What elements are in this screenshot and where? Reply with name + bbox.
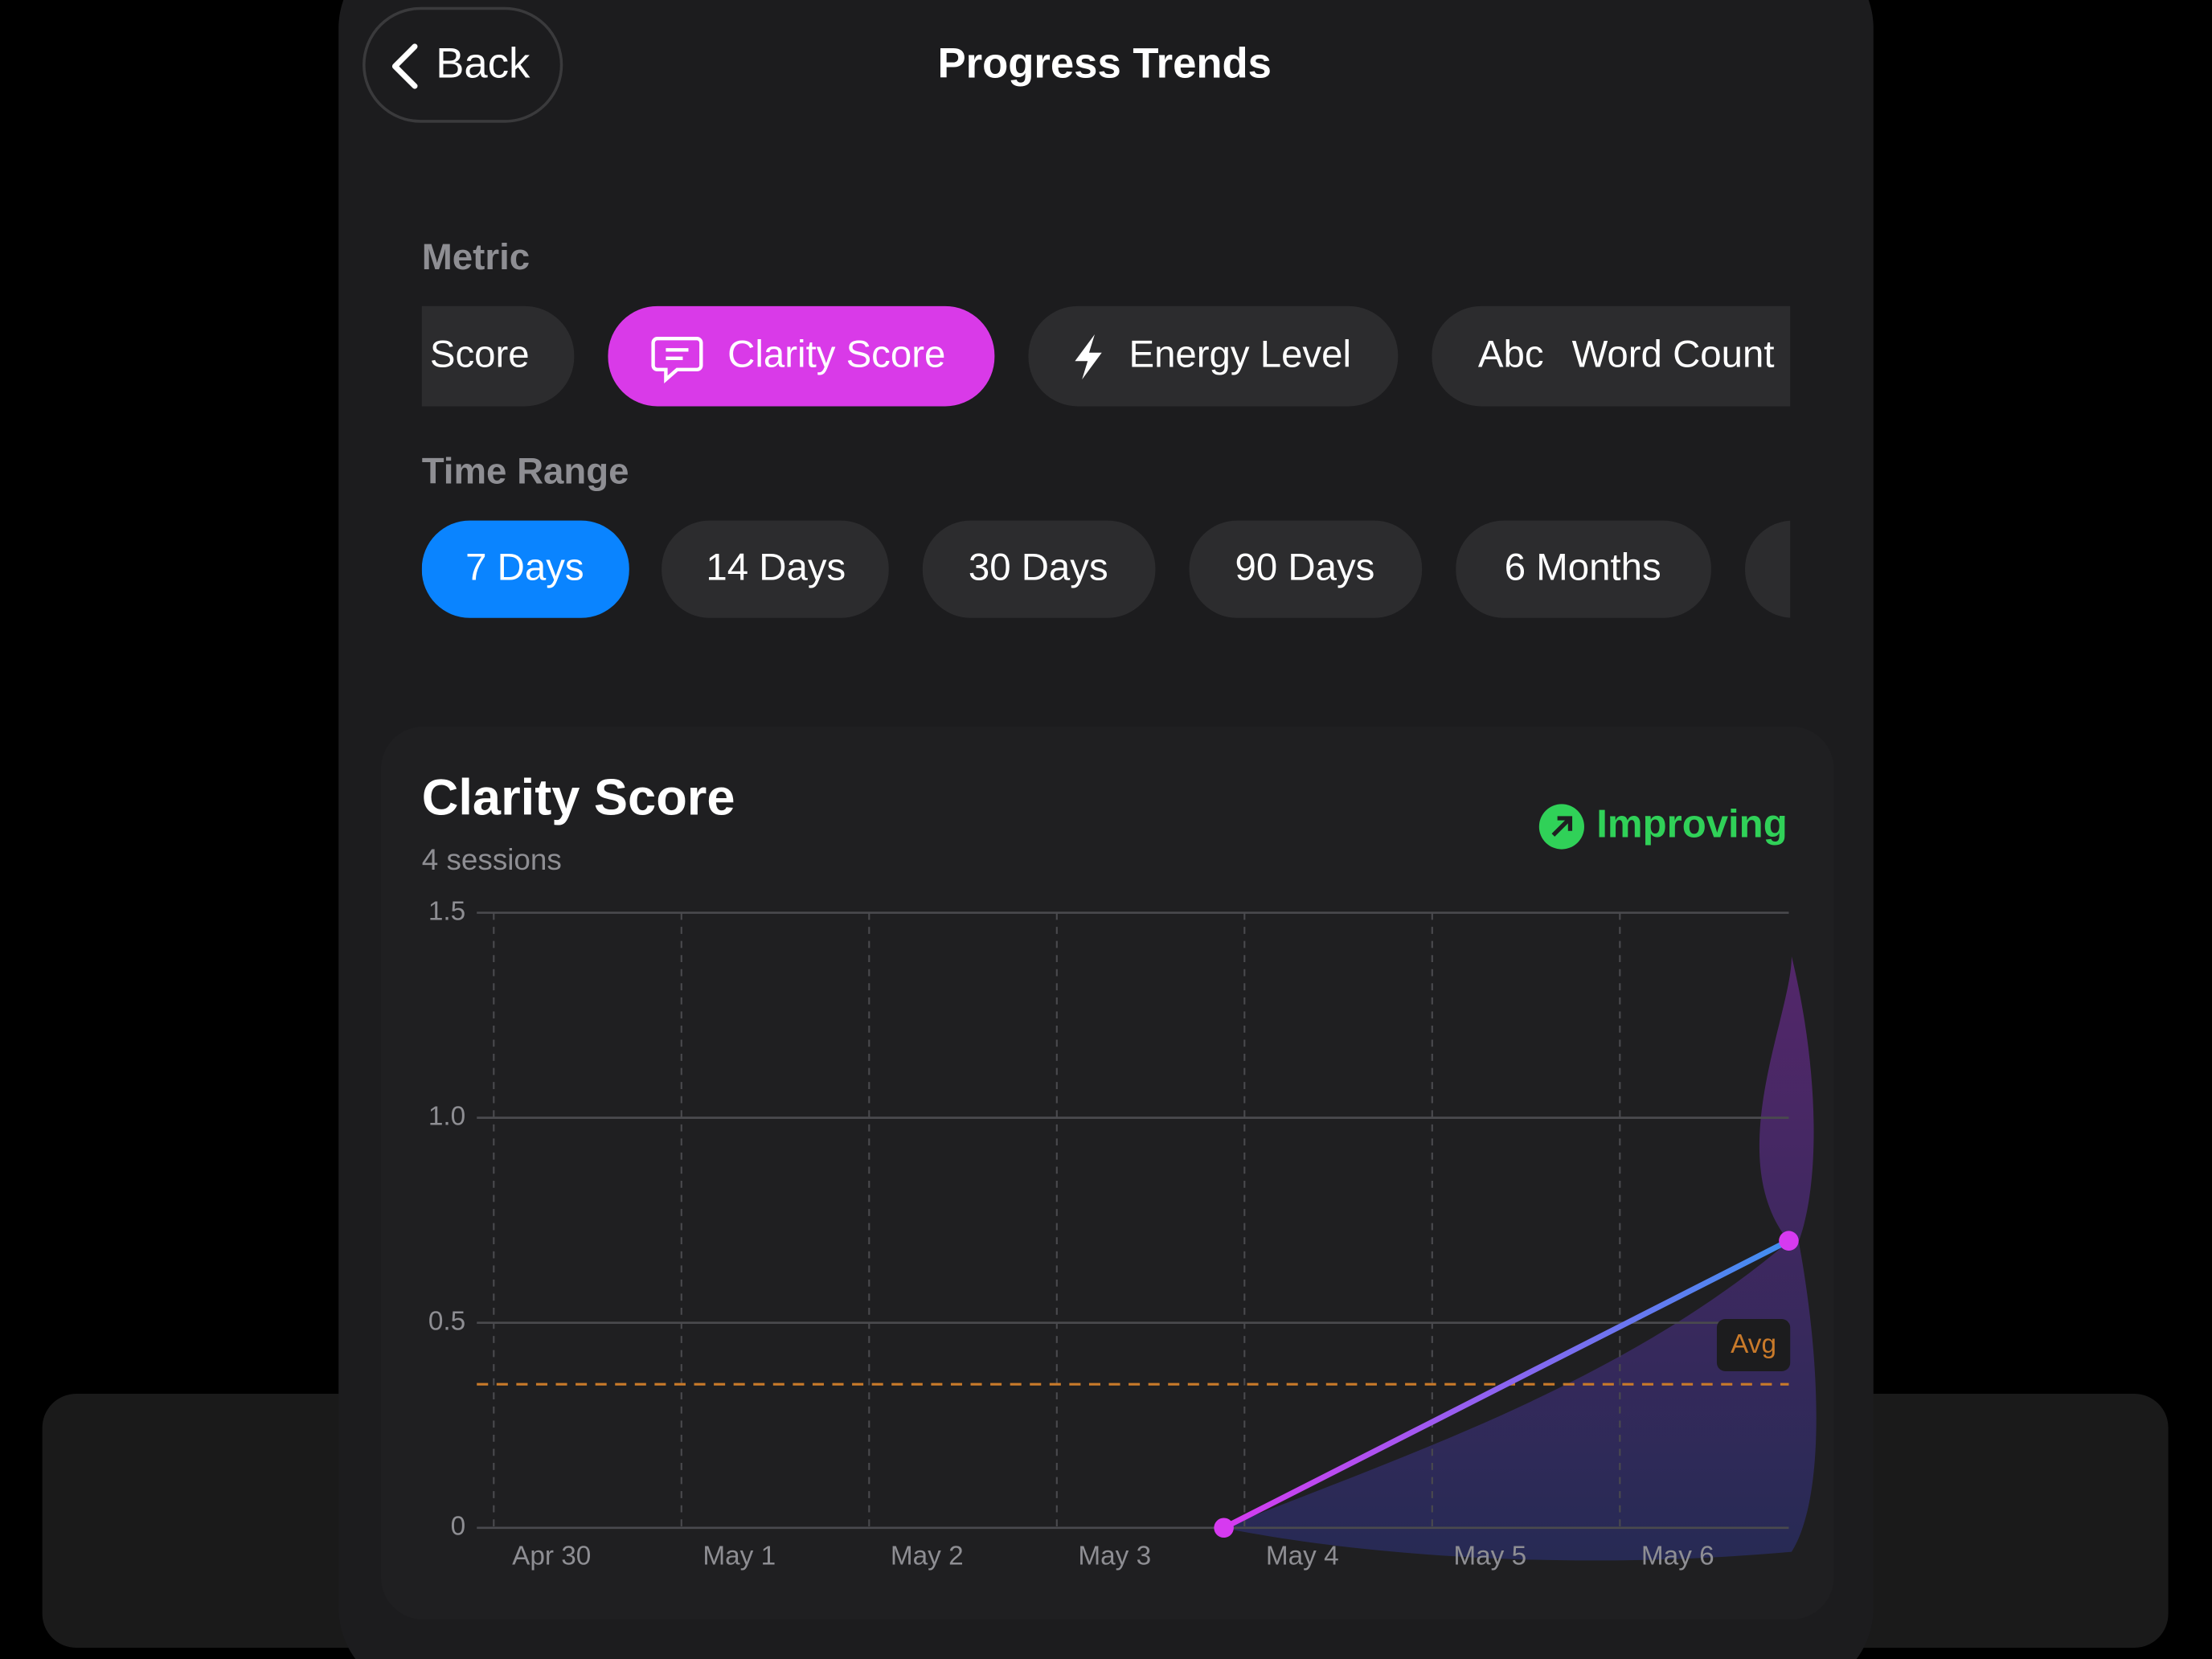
distribution-area — [1223, 956, 1817, 1561]
y-tick-label: 0.5 — [428, 1307, 465, 1337]
chip-label[interactable]: Score — [430, 334, 530, 376]
range-chip[interactable]: 30 Days — [922, 520, 1156, 618]
metric-chip[interactable]: Abc Word Count — [1432, 305, 1841, 407]
chip-label[interactable]: Clarity Score — [727, 334, 945, 376]
metric-chip[interactable]: Clarity Score — [608, 305, 995, 407]
chip-label[interactable]: 14 Days — [706, 547, 846, 589]
y-tick-label: 1.5 — [428, 896, 465, 926]
metric-chip[interactable]: Score — [353, 305, 575, 407]
metric-chip[interactable]: Energy Level — [1028, 305, 1399, 407]
chip-label[interactable]: 90 Days — [1235, 547, 1375, 589]
data-point — [1214, 1518, 1234, 1538]
y-tick-label: 0 — [451, 1512, 466, 1542]
x-tick-label: May 5 — [1453, 1541, 1526, 1571]
trend-line — [1221, 1238, 1792, 1531]
average-label: Avg — [1731, 1329, 1776, 1359]
range-chip[interactable]: 14 Days — [662, 520, 889, 618]
average-badge — [1716, 1319, 1791, 1371]
chart-card — [380, 726, 1834, 1620]
range-chip[interactable]: 7 Days — [421, 520, 629, 618]
x-tick-label: May 4 — [1266, 1541, 1339, 1571]
trend-label: Improving — [1596, 802, 1787, 846]
range-chip[interactable] — [1745, 520, 1915, 618]
chip-label[interactable]: Energy Level — [1129, 334, 1351, 376]
trend-arrow — [1551, 816, 1573, 837]
chip-label[interactable]: 30 Days — [969, 547, 1108, 589]
x-tick-label: May 3 — [1078, 1541, 1151, 1571]
chip-label[interactable]: 6 Months — [1505, 547, 1661, 589]
chip-icon: Abc — [1478, 334, 1544, 376]
data-point — [1779, 1231, 1799, 1251]
card-subtitle: 4 sessions — [422, 843, 562, 876]
chip-label[interactable]: Word Count — [1572, 334, 1775, 376]
card-title: Clarity Score — [422, 770, 735, 826]
x-tick-label: May 2 — [891, 1541, 964, 1571]
back-button[interactable]: Back — [363, 6, 563, 123]
range-chip[interactable]: 90 Days — [1189, 520, 1423, 618]
chip-label[interactable]: 7 Days — [465, 547, 584, 589]
page-title: Progress Trends — [938, 39, 1272, 87]
x-tick-label: May 6 — [1641, 1541, 1714, 1571]
x-tick-label: Apr 30 — [512, 1541, 591, 1571]
section-label: Metric — [422, 236, 530, 277]
x-tick-label: May 1 — [703, 1541, 776, 1571]
section-label: Time Range — [422, 451, 629, 492]
y-tick-label: 1.0 — [428, 1101, 465, 1131]
back-label[interactable]: Back — [436, 39, 530, 87]
range-chip[interactable]: 6 Months — [1456, 520, 1711, 618]
